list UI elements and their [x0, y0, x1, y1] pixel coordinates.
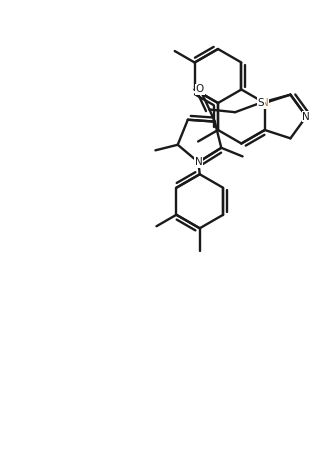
- Text: N: N: [261, 98, 269, 108]
- Text: O: O: [196, 84, 204, 94]
- Text: N: N: [302, 111, 310, 121]
- Text: S: S: [257, 98, 264, 108]
- Text: N: N: [195, 157, 202, 167]
